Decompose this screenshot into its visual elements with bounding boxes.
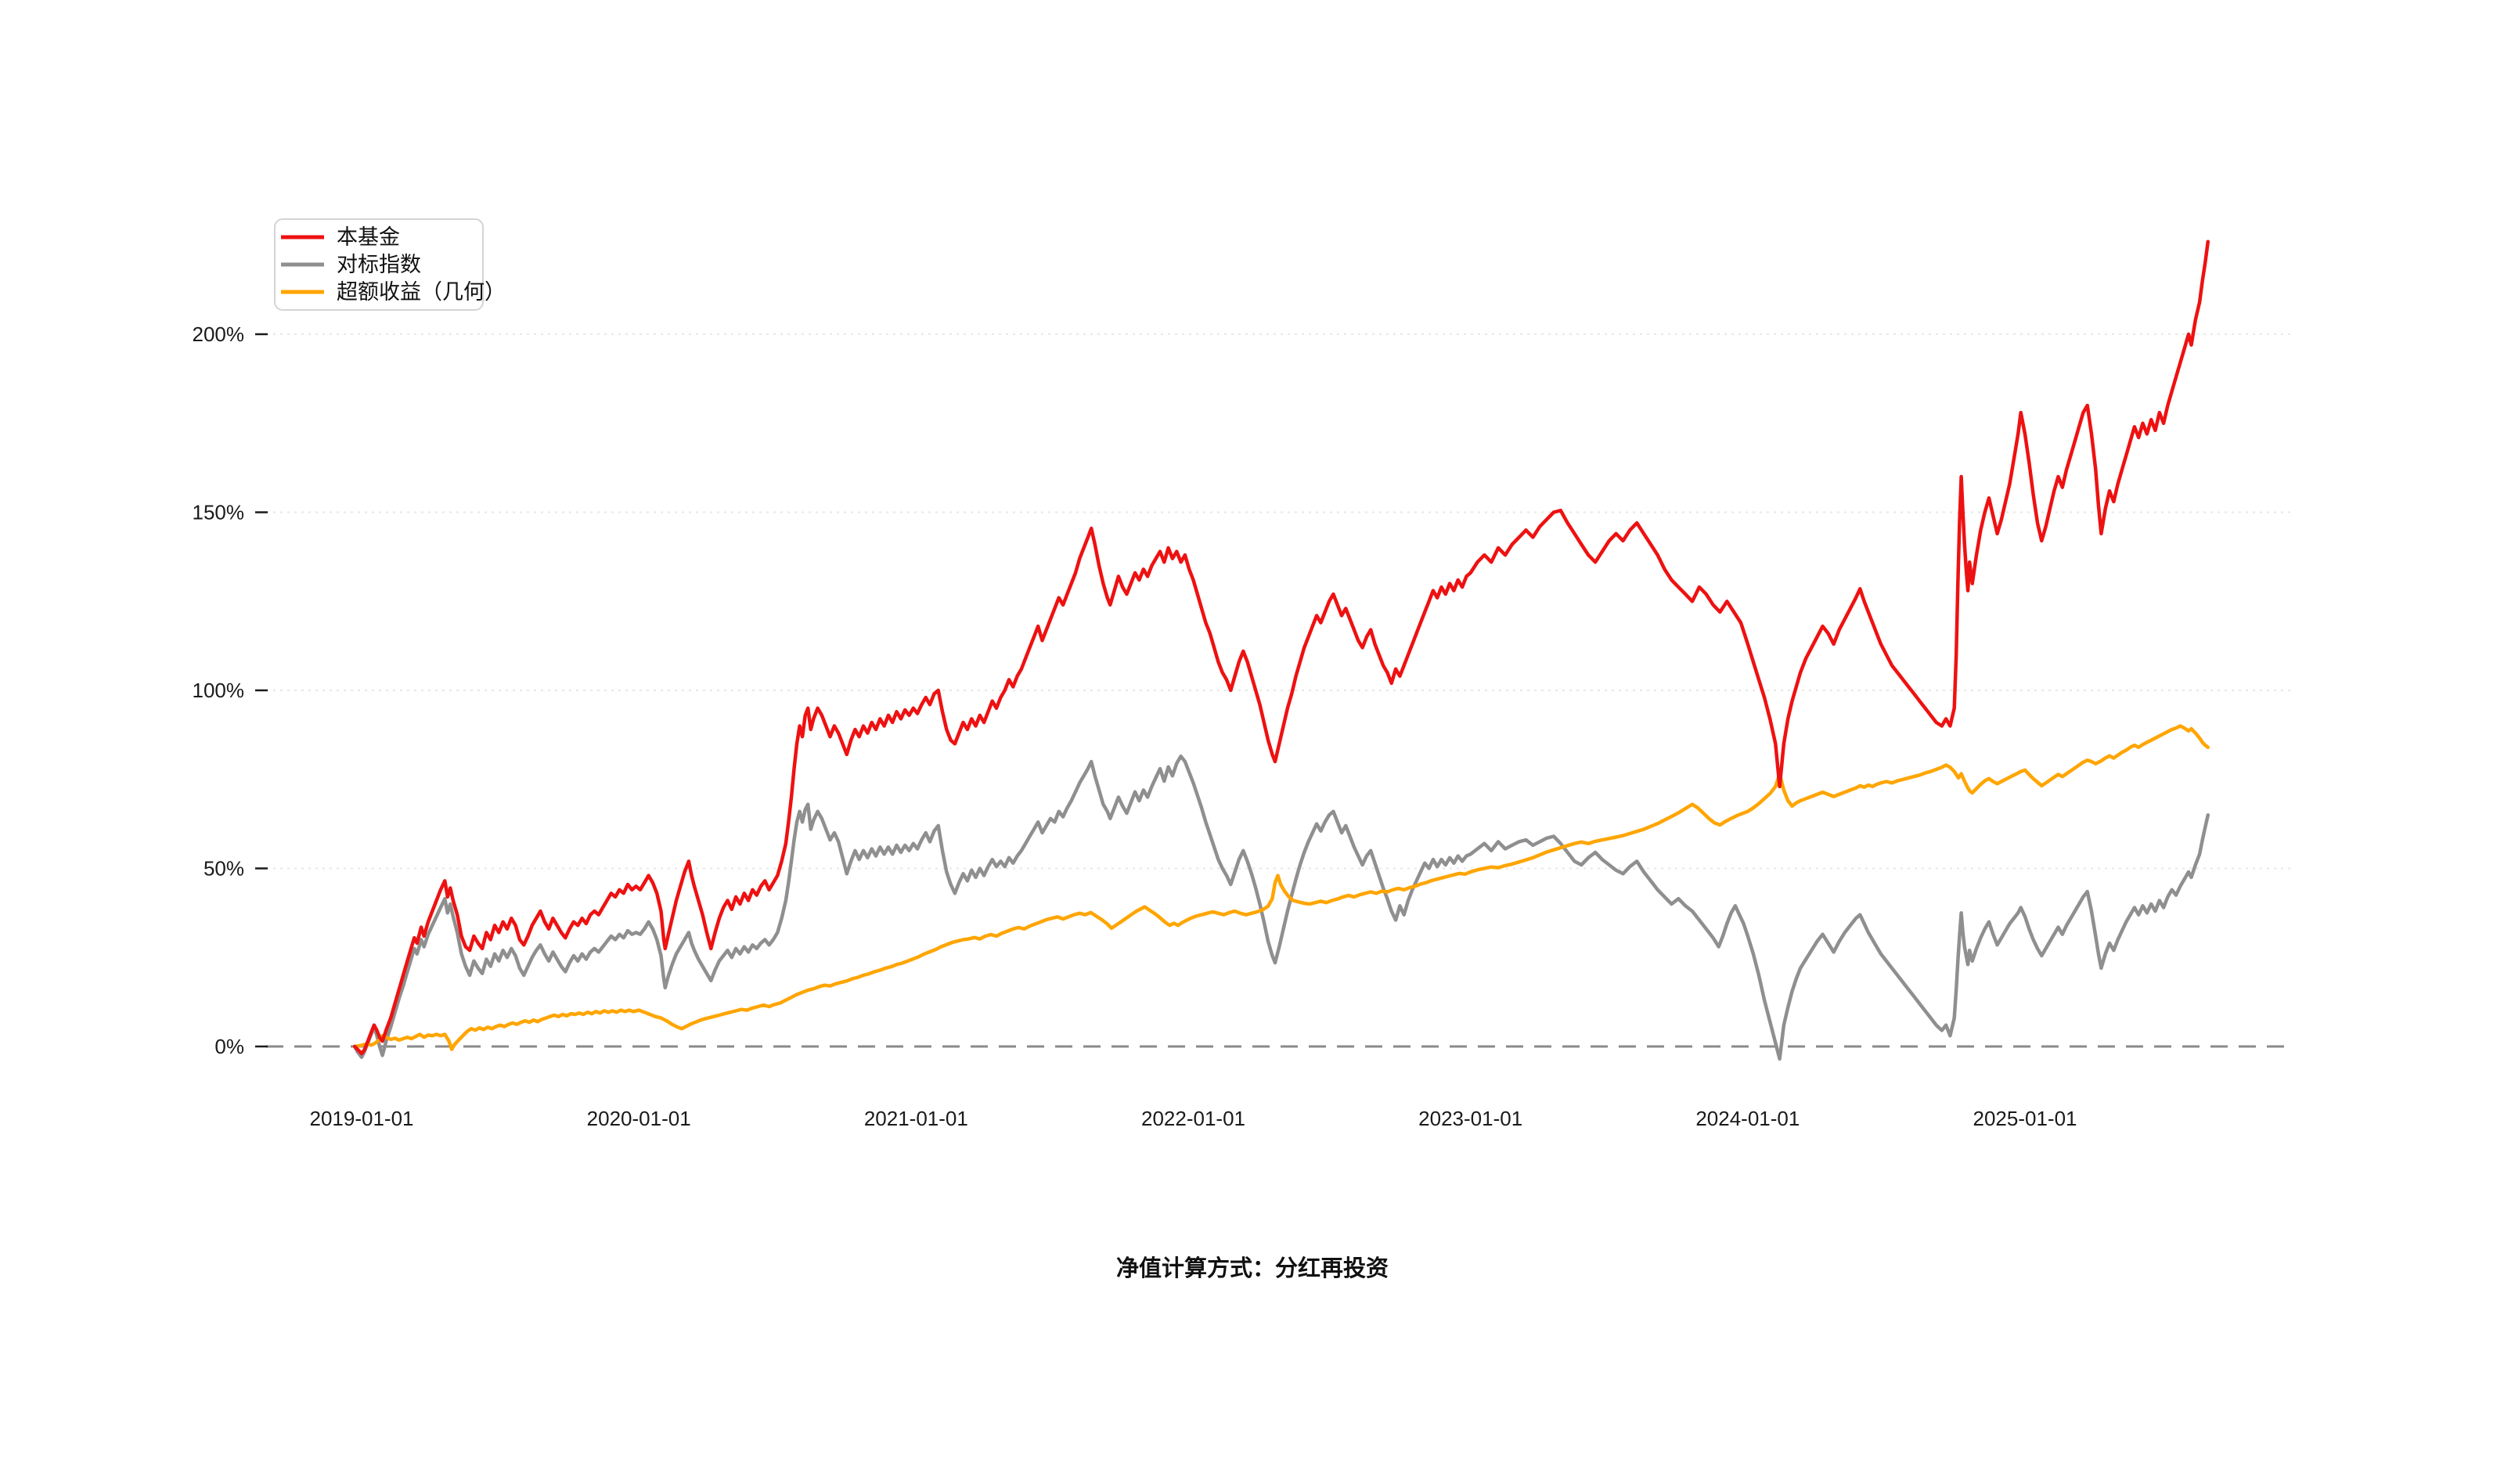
chart-caption: 净值计算方式：分红再投资	[1116, 1255, 1389, 1281]
y-tick-label-50: 50%	[204, 857, 244, 881]
x-tick-label-2022-01-01: 2022-01-01	[1141, 1107, 1245, 1130]
legend: 本基金 对标指数 超额收益（几何）	[274, 218, 506, 311]
series-lines	[352, 240, 2210, 1061]
legend-label-excess-return: 超额收益（几何）	[337, 280, 506, 304]
y-tick-label-100: 100%	[193, 679, 245, 702]
series-line-fund	[352, 240, 2210, 1056]
x-tick-label-2021-01-01: 2021-01-01	[864, 1107, 968, 1130]
x-tick-label-2023-01-01: 2023-01-01	[1418, 1107, 1522, 1130]
y-tick-label-200: 200%	[193, 322, 245, 346]
series-line-benchmark	[352, 754, 2210, 1061]
y-tick-label-150: 150%	[193, 501, 245, 524]
series-line-excess-return	[352, 724, 2210, 1051]
x-axis-ticks: 2019-01-01 2020-01-01 2021-01-01 2022-01-01…	[310, 1107, 2077, 1130]
x-tick-label-2024-01-01: 2024-01-01	[1695, 1107, 1800, 1130]
x-tick-label-2025-01-01: 2025-01-01	[1973, 1107, 2077, 1130]
x-tick-label-2019-01-01: 2019-01-01	[310, 1107, 414, 1130]
legend-label-benchmark: 对标指数	[337, 253, 421, 276]
y-tick-label-0: 0%	[214, 1035, 244, 1058]
x-tick-label-2020-01-01: 2020-01-01	[587, 1107, 691, 1130]
y-axis-ticks: 0% 50% 100% 150% 200%	[193, 322, 268, 1058]
legend-label-fund: 本基金	[337, 225, 400, 249]
legend-box	[274, 218, 484, 311]
